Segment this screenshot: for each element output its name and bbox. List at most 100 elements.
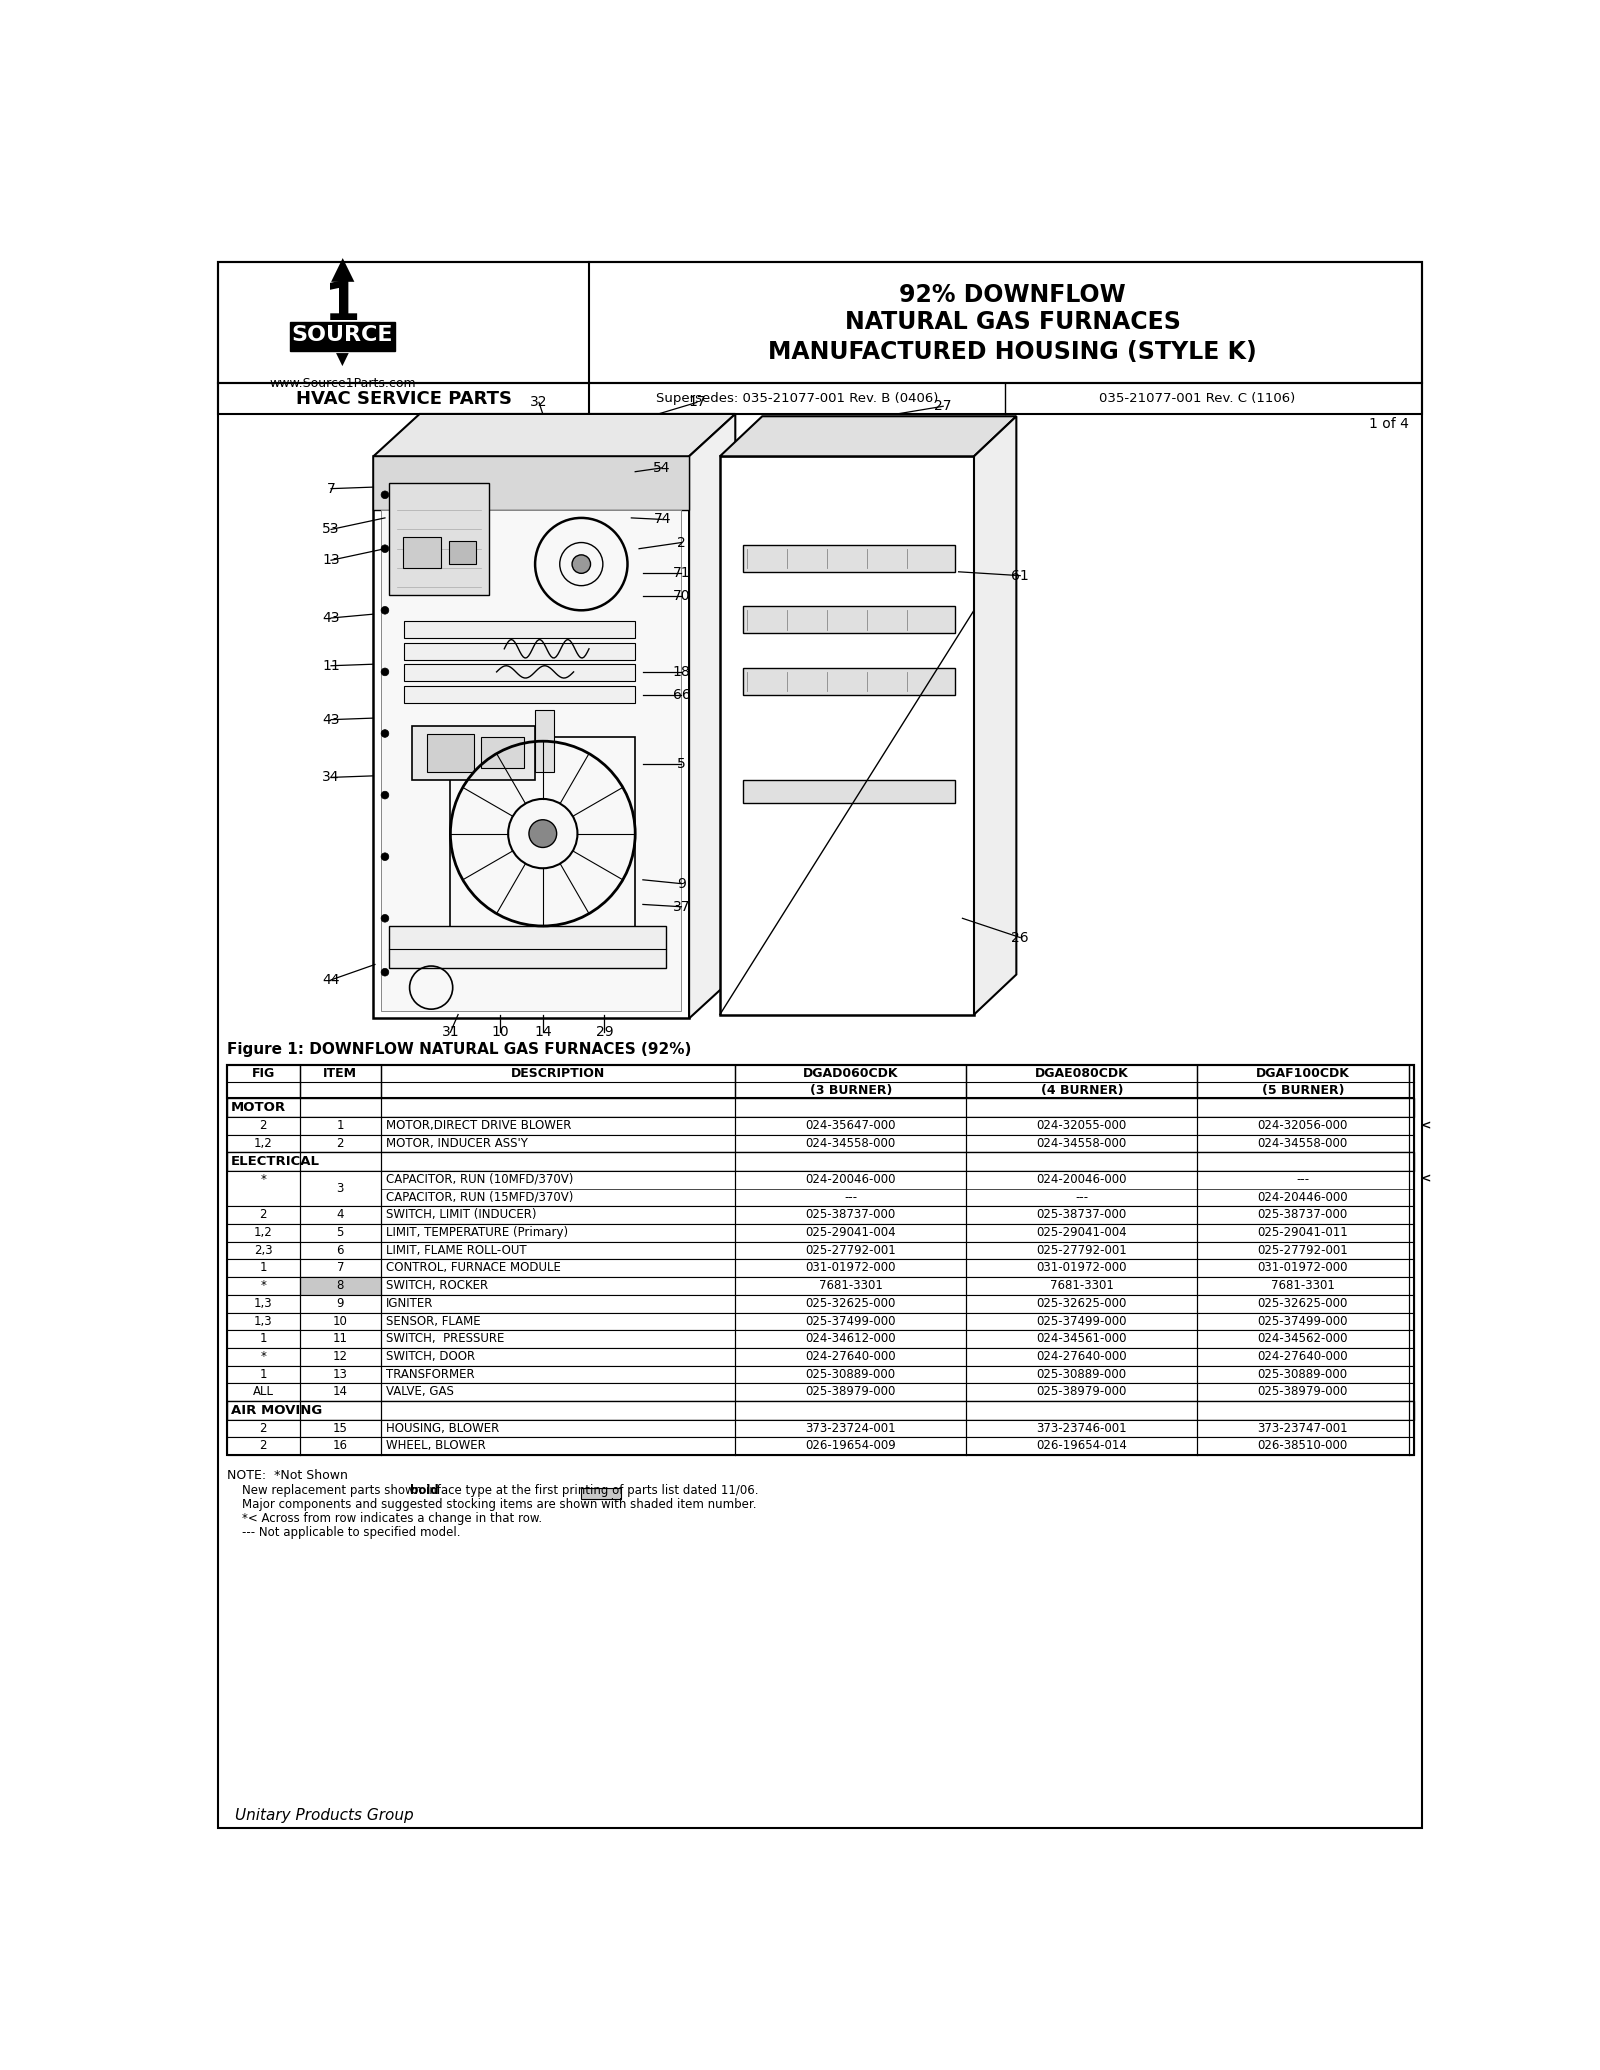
Text: Supersedes: 035-21077-001 Rev. B (0406): Supersedes: 035-21077-001 Rev. B (0406)	[656, 391, 938, 406]
Text: 7681-3301: 7681-3301	[1270, 1279, 1334, 1292]
Text: CONTROL, FURNACE MODULE: CONTROL, FURNACE MODULE	[386, 1261, 560, 1275]
Text: ▼: ▼	[336, 352, 349, 368]
Text: *: *	[261, 1279, 266, 1292]
Bar	[581, 1488, 621, 1499]
Bar	[482, 737, 523, 768]
Text: 7681-3301: 7681-3301	[1050, 1279, 1114, 1292]
Text: 025-38737-000: 025-38737-000	[806, 1209, 896, 1221]
Bar	[227, 1383, 1414, 1401]
Text: Figure 1: DOWNFLOW NATURAL GAS FURNACES (92%): Figure 1: DOWNFLOW NATURAL GAS FURNACES …	[227, 1041, 691, 1056]
Bar	[405, 621, 635, 638]
Text: 026-19654-014: 026-19654-014	[1037, 1439, 1128, 1453]
Text: 025-37499-000: 025-37499-000	[1258, 1314, 1349, 1327]
Text: 024-27640-000: 024-27640-000	[805, 1350, 896, 1362]
Text: 15: 15	[333, 1422, 347, 1435]
Text: 18: 18	[672, 664, 690, 679]
Text: SWITCH,  PRESSURE: SWITCH, PRESSURE	[386, 1333, 504, 1346]
Text: Unitary Products Group: Unitary Products Group	[235, 1807, 413, 1824]
Bar	[218, 263, 1422, 383]
Bar	[227, 1331, 1414, 1348]
Bar	[227, 1242, 1414, 1259]
Text: CAPACITOR, RUN (15MFD/370V): CAPACITOR, RUN (15MFD/370V)	[386, 1190, 573, 1203]
Text: FIG: FIG	[251, 1068, 275, 1081]
Text: 27: 27	[934, 400, 952, 414]
Bar	[227, 1064, 1414, 1099]
Bar	[227, 1348, 1414, 1366]
Text: 024-34612-000: 024-34612-000	[805, 1333, 896, 1346]
Text: SWITCH, LIMIT (INDUCER): SWITCH, LIMIT (INDUCER)	[386, 1209, 536, 1221]
Text: 29: 29	[595, 1025, 613, 1039]
Text: 1,3: 1,3	[254, 1296, 272, 1310]
Text: WHEEL, BLOWER: WHEEL, BLOWER	[386, 1439, 485, 1453]
Text: 7681-3301: 7681-3301	[819, 1279, 883, 1292]
Text: 13: 13	[322, 553, 339, 567]
Text: 9: 9	[336, 1296, 344, 1310]
Bar	[227, 1259, 1414, 1277]
Text: 024-34558-000: 024-34558-000	[1037, 1136, 1126, 1149]
Text: SENSOR, FLAME: SENSOR, FLAME	[386, 1314, 480, 1327]
Text: 024-27640-000: 024-27640-000	[1258, 1350, 1349, 1362]
Text: 024-35647-000: 024-35647-000	[805, 1120, 896, 1132]
Text: 025-27792-001: 025-27792-001	[1037, 1244, 1126, 1256]
Text: 025-32625-000: 025-32625-000	[1037, 1296, 1126, 1310]
Text: HOUSING, BLOWER: HOUSING, BLOWER	[386, 1422, 499, 1435]
Text: 7: 7	[336, 1261, 344, 1275]
Text: DGAE080CDK: DGAE080CDK	[1035, 1068, 1128, 1081]
Text: (4 BURNER): (4 BURNER)	[1040, 1085, 1123, 1097]
Text: 025-30889-000: 025-30889-000	[1037, 1368, 1126, 1381]
Text: 54: 54	[653, 462, 670, 474]
Text: LIMIT, TEMPERATURE (Primary): LIMIT, TEMPERATURE (Primary)	[386, 1225, 568, 1240]
Text: 37: 37	[672, 900, 690, 913]
Text: 5: 5	[336, 1225, 344, 1240]
Text: ITEM: ITEM	[323, 1068, 357, 1081]
Text: 70: 70	[672, 590, 690, 604]
Text: ---: ---	[1296, 1174, 1309, 1186]
Text: 13: 13	[333, 1368, 347, 1381]
Text: MOTOR: MOTOR	[230, 1101, 286, 1114]
Text: 025-38737-000: 025-38737-000	[1037, 1209, 1126, 1221]
Text: 025-29041-011: 025-29041-011	[1258, 1225, 1349, 1240]
Bar	[373, 455, 690, 509]
Text: 61: 61	[1011, 569, 1029, 582]
Text: (3 BURNER): (3 BURNER)	[810, 1085, 891, 1097]
Circle shape	[381, 544, 389, 553]
Text: 53: 53	[322, 522, 339, 536]
Text: 025-38737-000: 025-38737-000	[1258, 1209, 1347, 1221]
Text: 025-29041-004: 025-29041-004	[805, 1225, 896, 1240]
Text: VALVE, GAS: VALVE, GAS	[386, 1385, 453, 1399]
Bar	[427, 733, 474, 772]
Bar	[450, 540, 475, 565]
Text: 031-01972-000: 031-01972-000	[1258, 1261, 1349, 1275]
Circle shape	[381, 791, 389, 799]
Text: <: <	[1421, 1120, 1432, 1132]
Text: 024-34558-000: 024-34558-000	[806, 1136, 896, 1149]
Text: 024-20446-000: 024-20446-000	[1258, 1190, 1349, 1203]
Text: MOTOR,DIRECT DRIVE BLOWER: MOTOR,DIRECT DRIVE BLOWER	[386, 1120, 571, 1132]
Text: 373-23747-001: 373-23747-001	[1258, 1422, 1349, 1435]
Bar	[405, 685, 635, 702]
Bar	[227, 1134, 1414, 1153]
Text: 43: 43	[322, 611, 339, 625]
Bar	[227, 1064, 1414, 1455]
Text: 16: 16	[333, 1439, 347, 1453]
Text: 6: 6	[336, 1244, 344, 1256]
Text: 373-23746-001: 373-23746-001	[1037, 1422, 1126, 1435]
Text: 71: 71	[672, 567, 690, 580]
Text: NATURAL GAS FURNACES: NATURAL GAS FURNACES	[845, 310, 1181, 333]
Bar	[227, 1312, 1414, 1331]
Text: *< Across from row indicates a change in that row.: *< Across from row indicates a change in…	[243, 1511, 542, 1526]
Bar	[227, 1277, 1414, 1296]
Text: 1: 1	[336, 1120, 344, 1132]
Text: DGAD060CDK: DGAD060CDK	[803, 1068, 899, 1081]
Bar	[227, 1172, 1414, 1207]
Bar	[405, 642, 635, 660]
Text: 373-23724-001: 373-23724-001	[805, 1422, 896, 1435]
Text: 025-37499-000: 025-37499-000	[805, 1314, 896, 1327]
Text: 14: 14	[534, 1025, 552, 1039]
Text: 031-01972-000: 031-01972-000	[1037, 1261, 1126, 1275]
Text: 024-20046-000: 024-20046-000	[1037, 1174, 1126, 1186]
Text: MANUFACTURED HOUSING (STYLE K): MANUFACTURED HOUSING (STYLE K)	[768, 339, 1258, 364]
Bar	[227, 1437, 1414, 1455]
Text: ▲: ▲	[331, 255, 354, 284]
Bar	[405, 664, 635, 681]
